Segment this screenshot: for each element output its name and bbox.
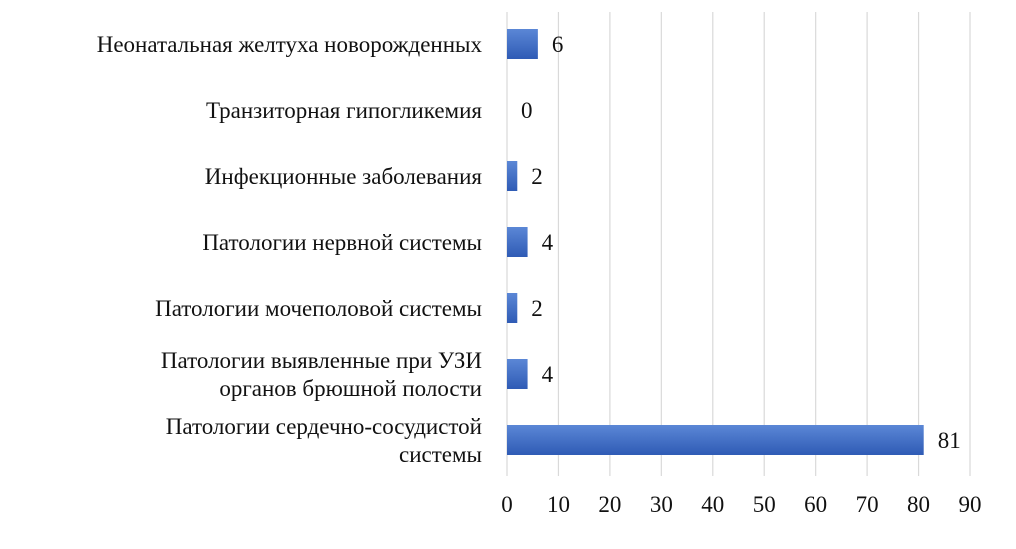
data-label: 4 xyxy=(542,362,554,387)
category-label: органов брюшной полости xyxy=(219,376,482,401)
x-tick-label: 30 xyxy=(650,492,673,517)
x-tick-label: 90 xyxy=(959,492,982,517)
x-tick-label: 20 xyxy=(598,492,621,517)
category-label: Патологии нервной системы xyxy=(202,230,482,255)
data-label: 2 xyxy=(531,164,543,189)
x-tick-label: 80 xyxy=(907,492,930,517)
category-label: Транзиторная гипогликемия xyxy=(206,98,482,123)
x-axis-ticks: 0 10 20 30 40 50 60 70 80 90 xyxy=(501,492,981,517)
category-label: Патологии выявленные при УЗИ xyxy=(161,348,482,373)
x-tick-label: 70 xyxy=(856,492,879,517)
data-label: 0 xyxy=(521,98,533,123)
x-tick-label: 50 xyxy=(753,492,776,517)
bar xyxy=(507,161,518,191)
x-tick-label: 0 xyxy=(501,492,513,517)
gridlines xyxy=(506,12,971,476)
data-label: 6 xyxy=(552,32,564,57)
bar xyxy=(507,425,924,455)
category-label: системы xyxy=(399,442,482,467)
category-labels: Неонатальная желтуха новорожденных Транзи… xyxy=(97,32,483,467)
data-label: 2 xyxy=(531,296,543,321)
category-label: Инфекционные заболевания xyxy=(205,164,483,189)
data-labels: 6 0 2 4 2 4 81 xyxy=(521,32,961,453)
bar xyxy=(507,359,528,389)
category-label: Патологии мочеполовой системы xyxy=(155,296,482,321)
bar xyxy=(507,227,528,257)
bar xyxy=(507,29,538,59)
bars xyxy=(507,29,924,455)
data-label: 4 xyxy=(542,230,554,255)
x-tick-label: 40 xyxy=(701,492,724,517)
data-label: 81 xyxy=(938,428,961,453)
x-tick-label: 10 xyxy=(547,492,570,517)
bar xyxy=(507,293,518,323)
x-tick-label: 60 xyxy=(804,492,827,517)
category-label: Патологии сердечно-сосудистой xyxy=(166,414,482,439)
category-label: Неонатальная желтуха новорожденных xyxy=(97,32,483,57)
